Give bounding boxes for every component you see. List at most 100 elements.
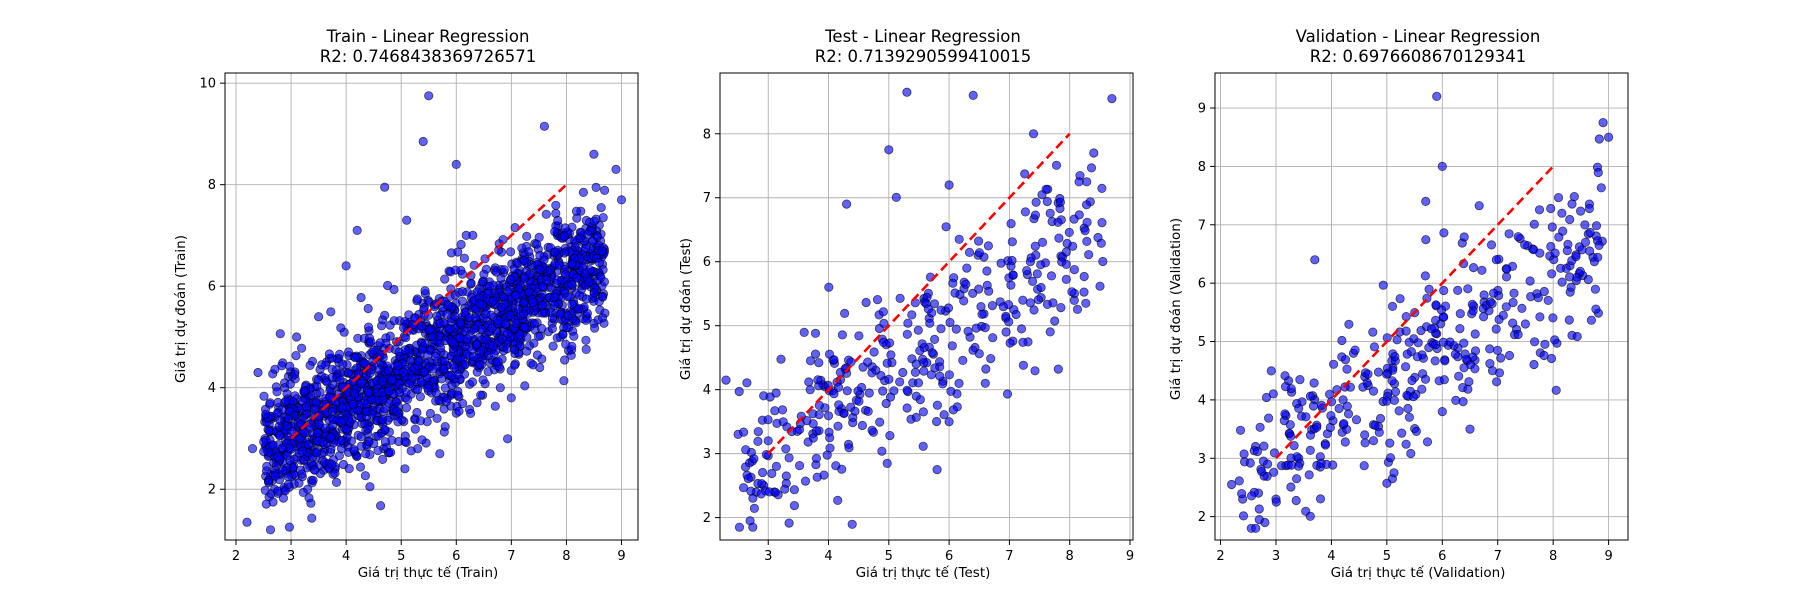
scatter-point (981, 364, 991, 374)
plot-area: 2 3 4 5 6 7 8 9 2 3 4 5 6 7 8 9 (1198, 72, 1629, 564)
scatter-point (559, 231, 570, 241)
scatter-point (264, 426, 274, 436)
scatter-point (968, 288, 978, 298)
scatter-point (822, 450, 832, 460)
scatter-point (1096, 238, 1106, 248)
scatter-point (422, 417, 432, 427)
scatter-point (380, 310, 390, 320)
scatter-point (1438, 337, 1449, 347)
scatter-point (569, 331, 579, 341)
scatter-point (1368, 327, 1378, 337)
scatter-point (477, 324, 487, 334)
scatter-point (522, 231, 532, 241)
scatter-point (1315, 494, 1326, 504)
scatter-point (1575, 266, 1585, 276)
scatter-point (1390, 387, 1401, 397)
scatter-point (1571, 252, 1581, 262)
scatter-point (309, 404, 320, 414)
scatter-point (537, 308, 548, 318)
scatter-point (1572, 331, 1582, 342)
scatter-point (283, 479, 294, 490)
scatter-point (971, 323, 981, 333)
scatter-point (275, 415, 285, 425)
scatter-point (1564, 315, 1574, 325)
scatter-point (502, 344, 512, 354)
scatter-point (363, 424, 373, 434)
scatter-point (489, 349, 499, 359)
scatter-point (589, 216, 599, 226)
scatter-point (1238, 511, 1249, 521)
scatter-point (1342, 364, 1352, 374)
scatter-point (461, 230, 471, 240)
scatter-point (1404, 412, 1415, 422)
scatter-point (1053, 217, 1063, 227)
scatter-point (528, 297, 538, 307)
scatter-point (572, 273, 582, 283)
scatter-point (341, 261, 351, 271)
scatter-point (1430, 356, 1440, 366)
scatter-point (1502, 264, 1512, 274)
scatter-point (1470, 364, 1480, 374)
scatter-point (1292, 474, 1302, 484)
scatter-point (1459, 338, 1469, 348)
scatter-point (884, 374, 894, 384)
y-tick-label: 10 (199, 77, 216, 92)
scatter-point (528, 360, 538, 370)
scatter-point (784, 453, 794, 463)
scatter-point (1079, 271, 1089, 282)
scatter-point (1310, 255, 1320, 265)
scatter-point (483, 288, 493, 299)
scatter-point (420, 286, 430, 296)
scatter-point (1477, 265, 1487, 275)
scatter-point (1455, 323, 1465, 334)
scatter-point (336, 323, 346, 333)
scatter-point (753, 436, 763, 446)
scatter-point (509, 360, 520, 370)
scatter-point (554, 260, 564, 270)
scatter-point (834, 400, 844, 410)
scatter-point (386, 447, 396, 457)
scatter-point (1033, 295, 1044, 305)
scatter-point (366, 337, 376, 347)
scatter-point (1081, 200, 1092, 210)
scatter-point (1334, 403, 1344, 414)
scatter-point (1374, 427, 1384, 437)
x-axis-label: Giá trị thực tế (Test) (856, 564, 991, 581)
scatter-point (1401, 326, 1411, 336)
scatter-point (1421, 196, 1431, 206)
scatter-point (839, 408, 849, 418)
scatter-point (968, 345, 978, 355)
scatter-point (895, 377, 905, 387)
scatter-point (1227, 479, 1237, 490)
scatter-point (278, 465, 288, 475)
scatter-point (1036, 282, 1046, 293)
scatter-point (1489, 288, 1499, 298)
scatter-point (559, 355, 570, 365)
scatter-point (242, 517, 252, 527)
scatter-point (1370, 420, 1380, 430)
scatter-point (295, 433, 305, 444)
scatter-point (537, 281, 548, 292)
scatter-point (1520, 319, 1531, 329)
scatter-point (895, 293, 905, 303)
scatter-point (869, 347, 879, 357)
scatter-point (854, 331, 864, 341)
scatter-point (1422, 437, 1433, 447)
scatter-point (296, 343, 307, 353)
scatter-point (950, 288, 960, 298)
scatter-point (1251, 523, 1261, 533)
scatter-point (402, 215, 412, 225)
x-tick-label: 6 (945, 549, 953, 564)
scatter-point (1401, 439, 1411, 449)
scatter-point (315, 387, 325, 397)
scatter-point (1576, 206, 1586, 216)
scatter-point (307, 513, 317, 523)
scatter-point (772, 418, 782, 428)
scatter-point (814, 358, 824, 368)
scatter-point (980, 378, 990, 388)
scatter-point (1006, 261, 1016, 271)
scatter-point (918, 441, 928, 451)
scatter-point (424, 91, 434, 101)
scatter-point (837, 330, 848, 340)
scatter-point (327, 459, 337, 470)
